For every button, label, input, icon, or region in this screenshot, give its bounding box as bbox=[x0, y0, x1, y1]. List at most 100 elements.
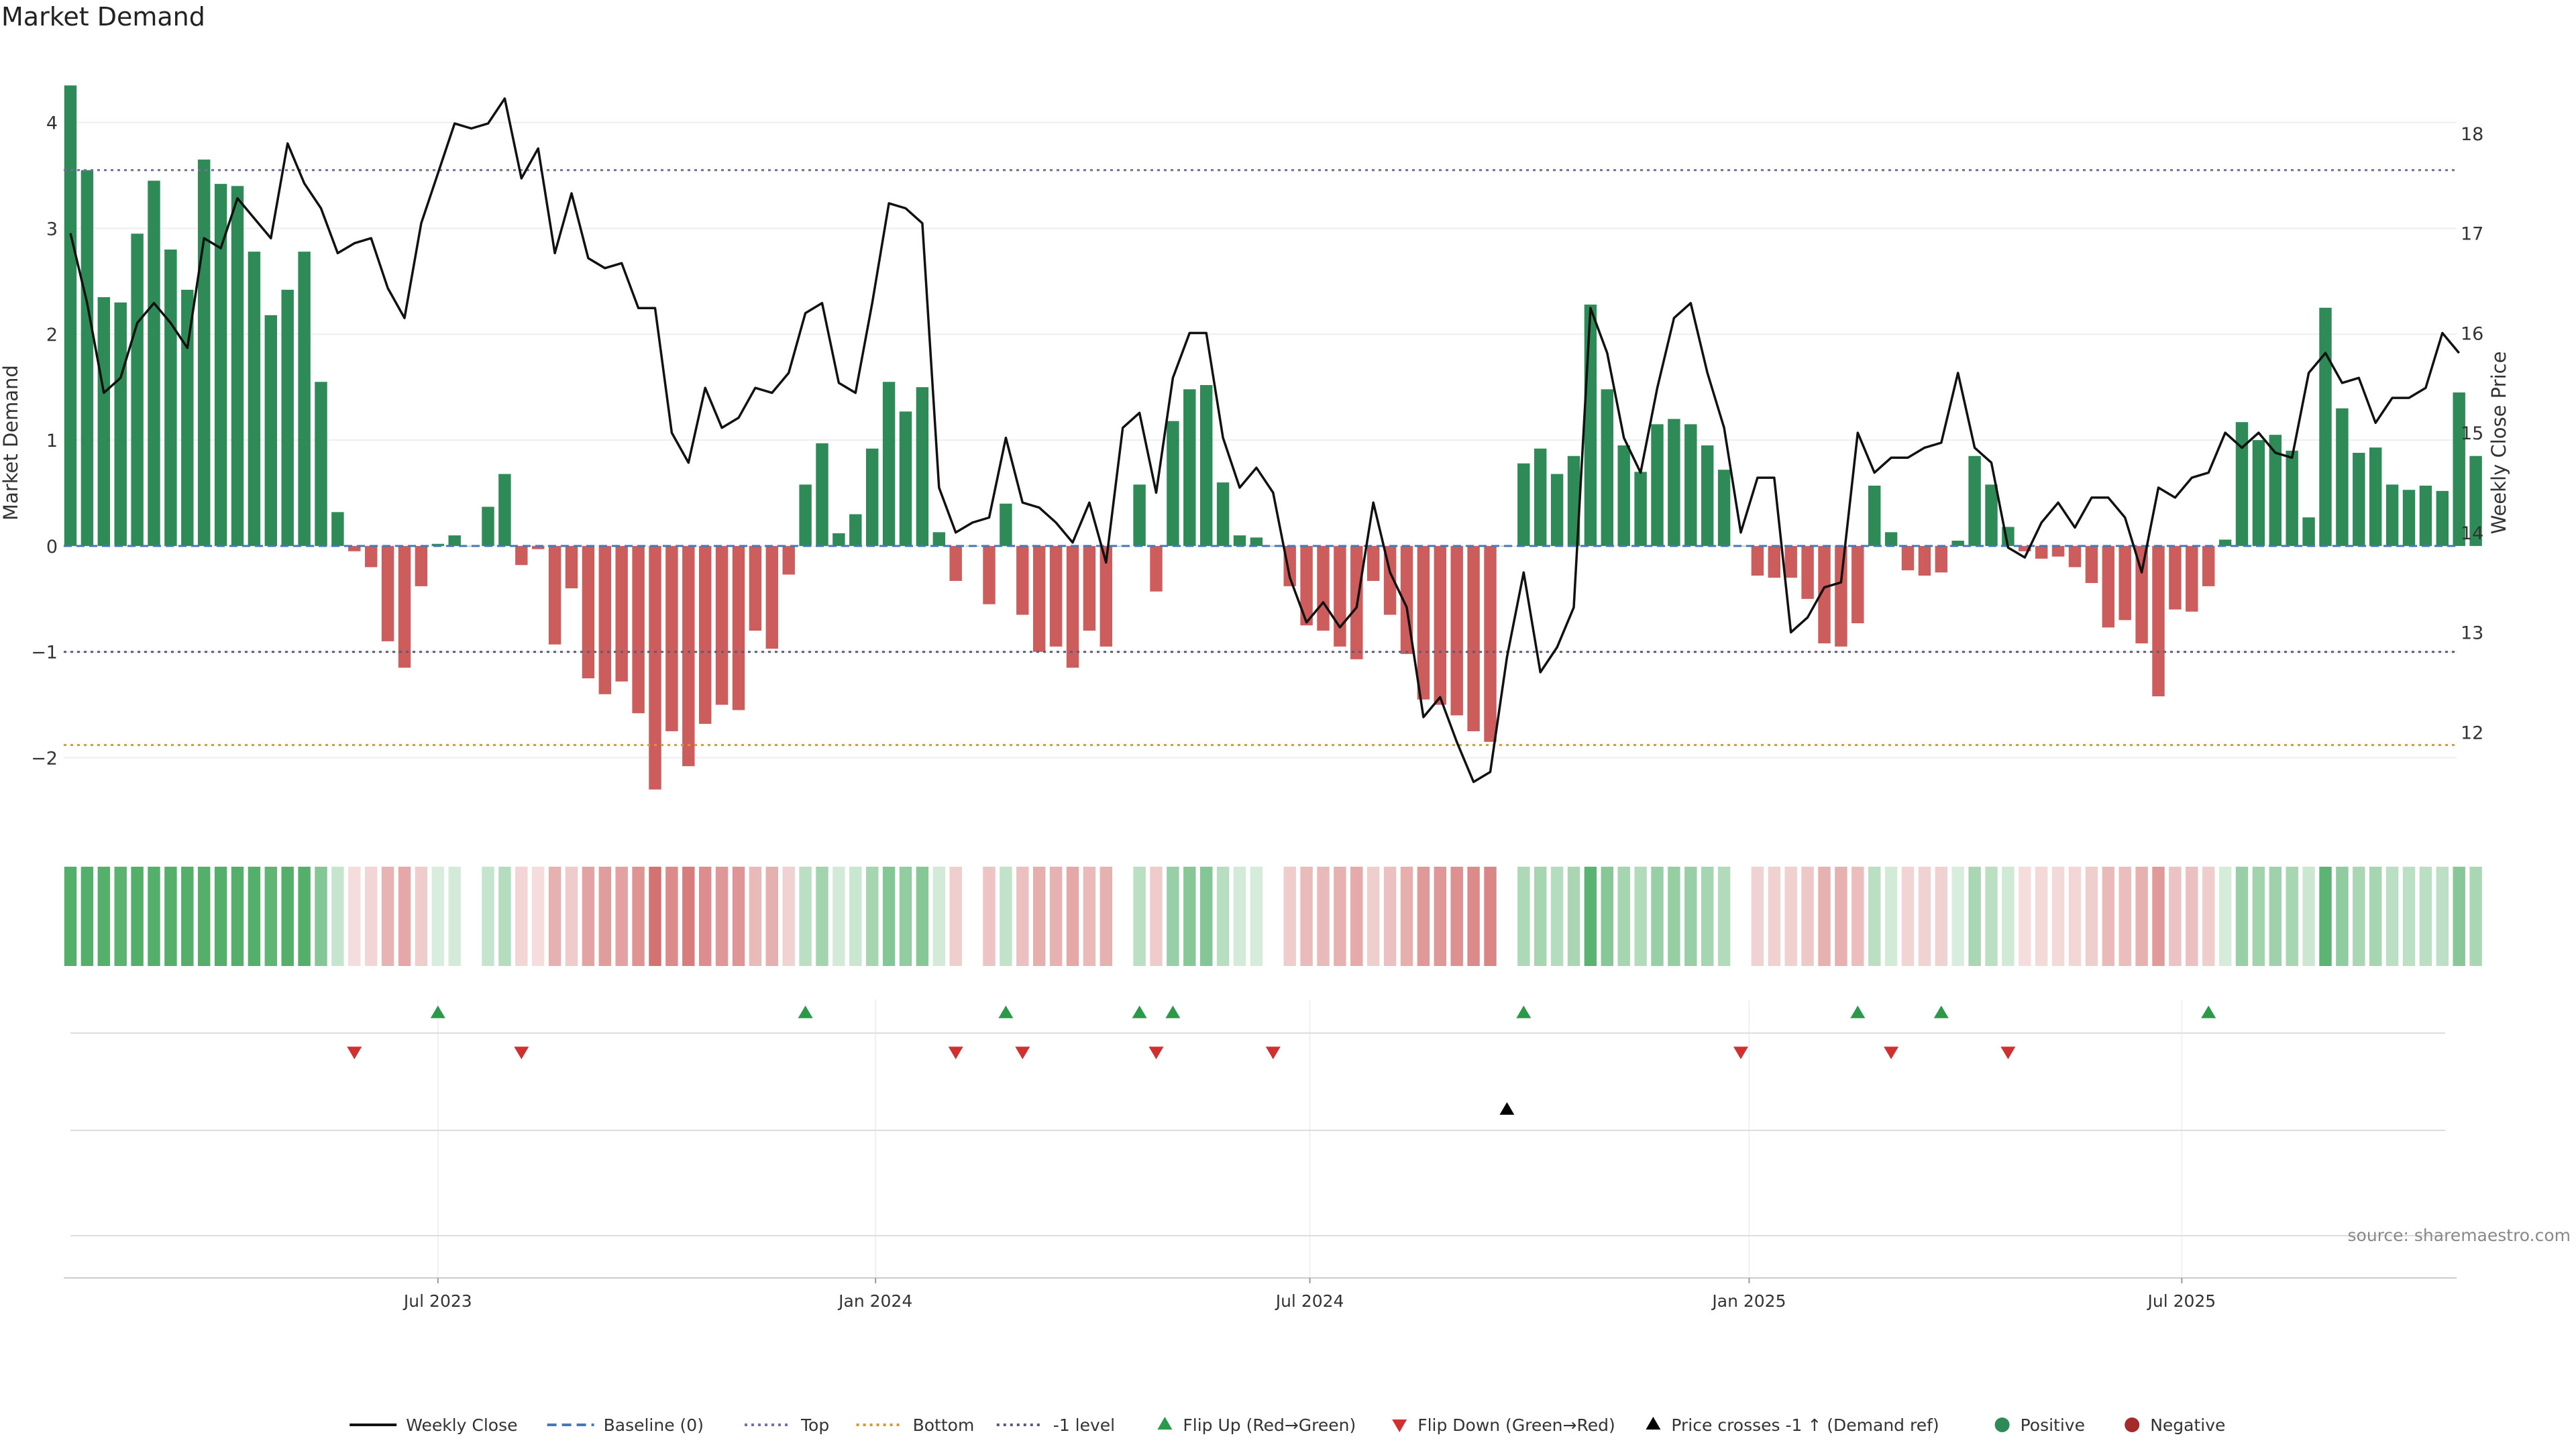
demand-bar bbox=[1049, 545, 1063, 647]
demand-bar bbox=[1032, 545, 1046, 652]
strip-cell bbox=[582, 867, 595, 966]
flip-down-marker bbox=[1265, 1046, 1281, 1059]
strip-cell bbox=[1784, 867, 1797, 966]
strip-cell bbox=[482, 867, 494, 966]
strip-cell bbox=[1183, 867, 1196, 966]
right-tick-label: 12 bbox=[2461, 722, 2483, 743]
strip-cell bbox=[649, 867, 661, 966]
strip-cell bbox=[1283, 867, 1296, 966]
strip-cell bbox=[1066, 867, 1079, 966]
demand-bar bbox=[2436, 490, 2449, 546]
flip-down-marker bbox=[1148, 1046, 1164, 1059]
demand-bar bbox=[1000, 503, 1012, 546]
strip-cell bbox=[782, 867, 795, 966]
flip-down-marker bbox=[948, 1046, 963, 1059]
weekly-close-series bbox=[69, 97, 2461, 784]
chart-title: Market Demand bbox=[1, 2, 205, 32]
demand-bar bbox=[1784, 545, 1797, 578]
demand-bar bbox=[482, 506, 494, 546]
demand-bar bbox=[348, 545, 361, 551]
demand-bar bbox=[181, 289, 194, 546]
demand-bar bbox=[1951, 540, 1964, 546]
flip-up-marker bbox=[2201, 1006, 2216, 1018]
right-tick-label: 13 bbox=[2461, 623, 2483, 644]
legend-swatch bbox=[2125, 1417, 2140, 1432]
x-axis: Jul 2023 Jan 2024 Jul 2024 Jan 2025 Jul 2025 bbox=[64, 1277, 2457, 1311]
demand-bar bbox=[1918, 545, 1931, 576]
strip-cell bbox=[164, 867, 177, 966]
strip-cell bbox=[1968, 867, 1981, 966]
x-tick-label: Jan 2025 bbox=[1711, 1291, 1786, 1311]
strip-cell bbox=[2453, 867, 2465, 966]
legend-label: Flip Down (Green→Red) bbox=[1417, 1415, 1615, 1435]
legend-swatch bbox=[1646, 1417, 1661, 1430]
demand-bar bbox=[932, 532, 946, 546]
strip-cell bbox=[682, 867, 695, 966]
flip-up-marker bbox=[1516, 1006, 1532, 1018]
strip-cell bbox=[899, 867, 912, 966]
demand-bar bbox=[2319, 307, 2332, 546]
demand-bar bbox=[2068, 545, 2082, 568]
demand-bar bbox=[1016, 545, 1029, 615]
demand-bar bbox=[899, 411, 912, 546]
strip-cell bbox=[2169, 867, 2182, 966]
strip-cell bbox=[632, 867, 645, 966]
flip-up-marker bbox=[1165, 1006, 1181, 1018]
source-note: source: sharemaestro.com bbox=[2348, 1226, 2571, 1245]
event-markers bbox=[70, 1006, 2445, 1236]
strip-cell bbox=[1634, 867, 1647, 966]
strip-cell bbox=[381, 867, 394, 966]
demand-bar bbox=[2302, 517, 2315, 546]
demand-bar bbox=[1818, 545, 1831, 644]
demand-bar bbox=[164, 249, 177, 546]
strip-cell bbox=[248, 867, 261, 966]
strip-cell bbox=[1884, 867, 1898, 966]
strip-cell bbox=[1951, 867, 1964, 966]
demand-bar bbox=[364, 545, 378, 568]
demand-bar bbox=[749, 545, 762, 631]
x-tick-label: Jan 2024 bbox=[837, 1291, 912, 1311]
strip-cell bbox=[498, 867, 511, 966]
demand-bar bbox=[1167, 421, 1179, 546]
legend-label: Negative bbox=[2150, 1415, 2225, 1435]
strip-cell bbox=[1250, 867, 1263, 966]
demand-bar bbox=[248, 252, 261, 546]
demand-bar bbox=[2402, 490, 2416, 546]
strip-cell bbox=[1901, 867, 1915, 966]
demand-bar bbox=[1317, 545, 1330, 631]
strip-cell bbox=[2186, 867, 2198, 966]
strip-cell bbox=[1768, 867, 1781, 966]
strip-cell bbox=[2353, 867, 2365, 966]
strip-cell bbox=[1584, 867, 1597, 966]
strip-cell bbox=[181, 867, 194, 966]
flip-down-marker bbox=[2000, 1046, 2016, 1059]
strip-cell bbox=[2369, 867, 2382, 966]
demand-bar bbox=[698, 545, 712, 724]
strip-cell bbox=[1985, 867, 1998, 966]
strip-cell bbox=[331, 867, 344, 966]
strip-cell bbox=[1567, 867, 1580, 966]
demand-bar bbox=[264, 315, 278, 546]
demand-bar bbox=[2035, 545, 2048, 559]
demand-bar bbox=[1216, 482, 1230, 546]
strip-cell bbox=[1300, 867, 1313, 966]
strip-cell bbox=[415, 867, 428, 966]
legend-label: Weekly Close bbox=[406, 1415, 517, 1435]
demand-bar bbox=[1233, 535, 1246, 546]
demand-bar bbox=[114, 302, 127, 546]
demand-bar bbox=[1083, 545, 1096, 631]
demand-bar bbox=[2336, 408, 2349, 546]
strip-cell bbox=[398, 867, 411, 966]
strip-cell bbox=[615, 867, 628, 966]
demand-bar bbox=[80, 170, 94, 546]
strip-cell bbox=[315, 867, 327, 966]
x-tick-label: Jul 2025 bbox=[2146, 1291, 2216, 1311]
demand-bar bbox=[1334, 545, 1346, 647]
strip-cell bbox=[2436, 867, 2449, 966]
demand-bar bbox=[865, 448, 879, 546]
strip-cell bbox=[1684, 867, 1697, 966]
strip-cell bbox=[665, 867, 678, 966]
demand-bar bbox=[2169, 545, 2182, 610]
strip-cell bbox=[865, 867, 879, 966]
demand-bar bbox=[231, 186, 244, 546]
